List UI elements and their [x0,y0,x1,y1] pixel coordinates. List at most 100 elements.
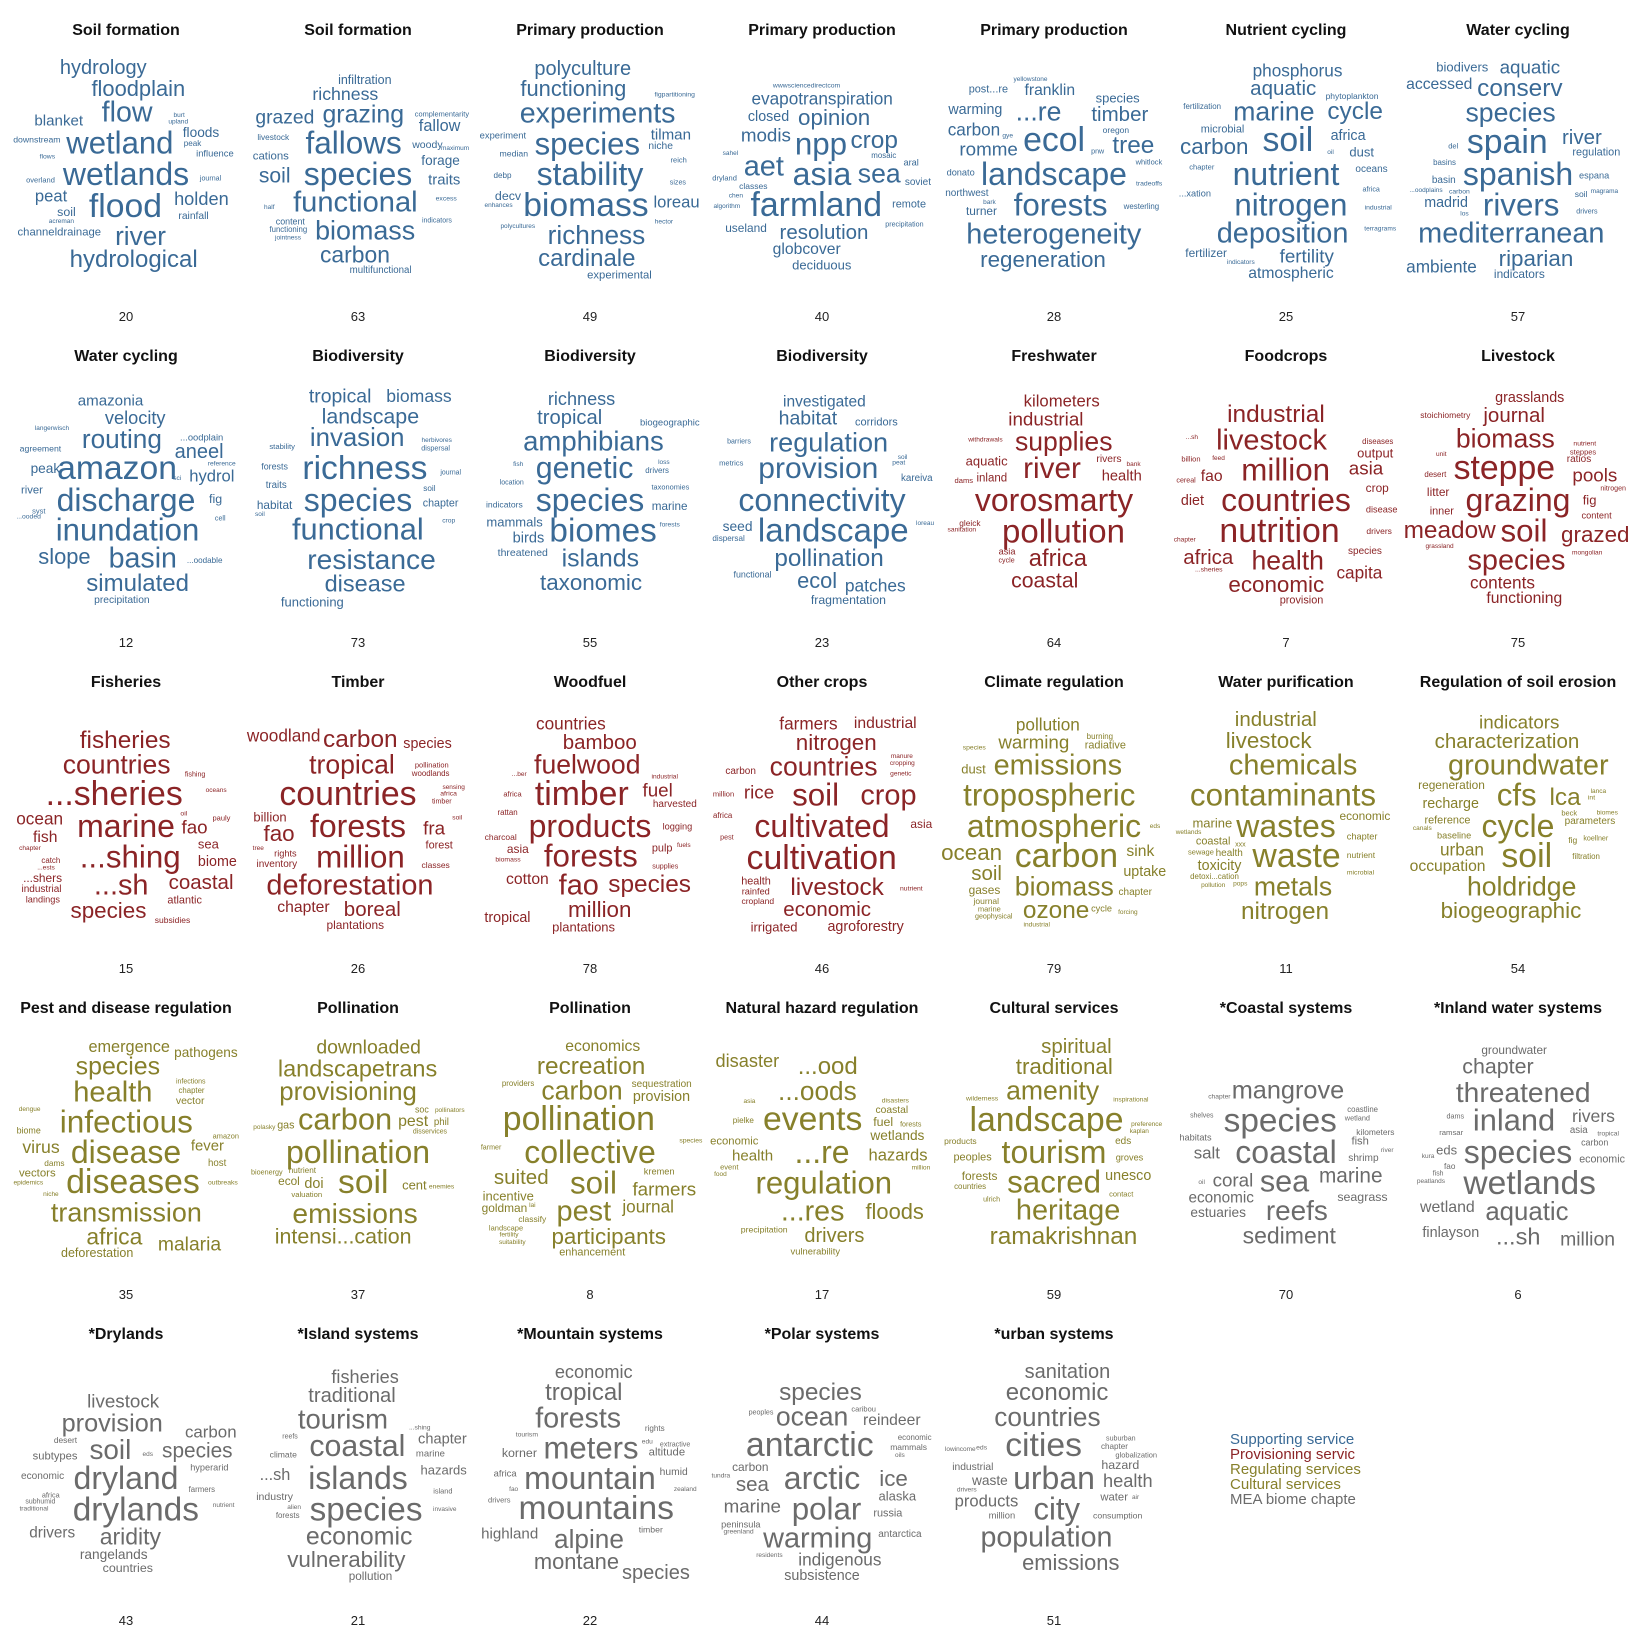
cloud-word: invasive [433,1505,457,1513]
cloud-word: nutrient [1573,440,1597,448]
cloud-word: warming [763,1522,873,1555]
cloud-word: carbon [947,119,1001,140]
cloud-word: air [1131,1493,1140,1501]
cloud-word: landscape [488,1223,524,1233]
cloud-word: soil [1501,837,1553,876]
cloud-word: ...oodplain [180,431,224,443]
cloud-word: consumption [1093,1510,1143,1521]
word-cloud-panel: Woodfuel products timber forests fao fuelwood… [474,652,706,978]
cloud-word: loss [658,459,670,467]
cloud-word: lca [1549,783,1581,811]
word-cloud-panel: Fisheries marine ...sheries ...shing ...sh co… [10,652,242,978]
cloud-word: cycle [1327,97,1383,125]
cloud-word: river [1561,125,1602,149]
cloud-word: hydrology [59,57,147,80]
cloud-word: wetland [1344,1113,1370,1123]
panel-title: Regulation of soil erosion [1419,674,1617,691]
word-cloud: species richness functional resistance invas… [242,382,474,610]
cloud-word: highland [481,1525,539,1543]
cloud-word: amazonia [77,392,144,410]
cloud-word: terragrams [1364,225,1397,233]
cloud-word: provisioning [279,1077,417,1106]
cloud-word: sci [173,474,182,482]
cloud-word: sewage [1188,846,1214,856]
cloud-word: eds [1149,822,1161,830]
cloud-word: species [1223,1101,1337,1139]
cloud-word: polyculture [534,57,632,80]
cloud-word: richness [312,84,379,105]
word-cloud: stability biomass species experiments richne… [474,56,706,284]
cloud-word: toxicity [1197,857,1242,874]
cloud-word: africa [712,810,733,820]
cloud-word: tourism [1001,1134,1107,1170]
cloud-word: health [1215,847,1243,859]
word-cloud-panel: Natural hazard regulation ...re events regu… [706,978,938,1304]
cloud-word: burning [1086,732,1114,742]
cloud-word: enemies [428,1183,455,1191]
cloud-word: sanitation [1024,1360,1111,1383]
cloud-word: asia [1569,1125,1588,1137]
cloud-word: zealand [673,1485,697,1493]
cloud-word: experimental [587,269,652,282]
cloud-word: diseases [66,1163,200,1202]
cloud-word: groundwater [1481,1042,1547,1057]
cloud-word: polar [791,1491,862,1527]
cloud-word: richness [547,388,616,409]
cloud-word: experiment [479,129,527,141]
cloud-word: fao [1444,1162,1456,1172]
cloud-word: tropical [309,749,395,780]
cloud-word: soil [971,862,1002,886]
cloud-word: africa [493,1467,517,1479]
cloud-word: sanitation [947,526,977,534]
cloud-word: oils [895,1451,905,1459]
cloud-word: soviet [904,176,931,188]
cloud-word: amphibians [523,425,664,457]
word-cloud: landscape ecol forests heterogeneity ...re tr… [938,56,1170,284]
cloud-word: deforestation [266,869,434,902]
cloud-word: pest [398,1112,429,1130]
cloud-word: participants [551,1223,666,1249]
cloud-word: genetic [535,451,634,485]
cloud-word: warming [998,731,1070,753]
cloud-word: rangelands [79,1547,148,1563]
cloud-word: functional [293,186,418,219]
cloud-word: soil [1262,121,1314,160]
cloud-word: enhancement [559,1246,626,1259]
word-cloud-panel: Freshwater vorosmarty pollution river suppli… [938,326,1170,652]
cloud-word: mountain [524,1460,656,1496]
cloud-word: functional [733,569,772,580]
cloud-word: industrial [1023,921,1050,929]
word-cloud-panel: Primary production asia farmland npp aet sea c… [706,0,938,326]
cloud-word: flows [39,153,56,161]
cloud-word: carbon [323,725,398,753]
cloud-word: rivers [1096,454,1122,466]
cloud-word: ...sh [93,869,149,902]
cloud-word: phosphorus [1252,59,1343,80]
panel-title: Water purification [1218,674,1354,691]
cloud-word: fao [181,816,208,838]
cloud-word: reference [207,460,236,468]
cloud-word: chemicals [1228,749,1358,782]
cloud-word: timber [1091,102,1149,126]
cloud-word: atmospheric [966,808,1142,844]
cloud-word: vorosmarty [974,482,1134,518]
cloud-word: sediment [1242,1222,1336,1249]
cloud-word: species [1467,544,1566,577]
cloud-word: pollination [774,545,884,573]
cloud-word: metals [1253,871,1333,902]
cloud-word: species [309,1490,423,1528]
cloud-word: algorithm [713,202,741,210]
cloud-word: fao [558,869,599,902]
cloud-word: carbon [1448,188,1470,196]
cloud-word: species [679,1137,703,1145]
cloud-word: chapter [422,497,459,510]
cloud-word: biomes [549,512,657,550]
cloud-word: woodlands [411,768,450,778]
cloud-word: economic [305,1522,413,1551]
cloud-word: taxonomic [539,569,643,595]
cloud-word: biomass [1014,871,1114,902]
cloud-word: biomass [386,386,452,407]
cloud-word: detoxi...cation [1190,872,1239,882]
cloud-word: soil [258,164,291,188]
